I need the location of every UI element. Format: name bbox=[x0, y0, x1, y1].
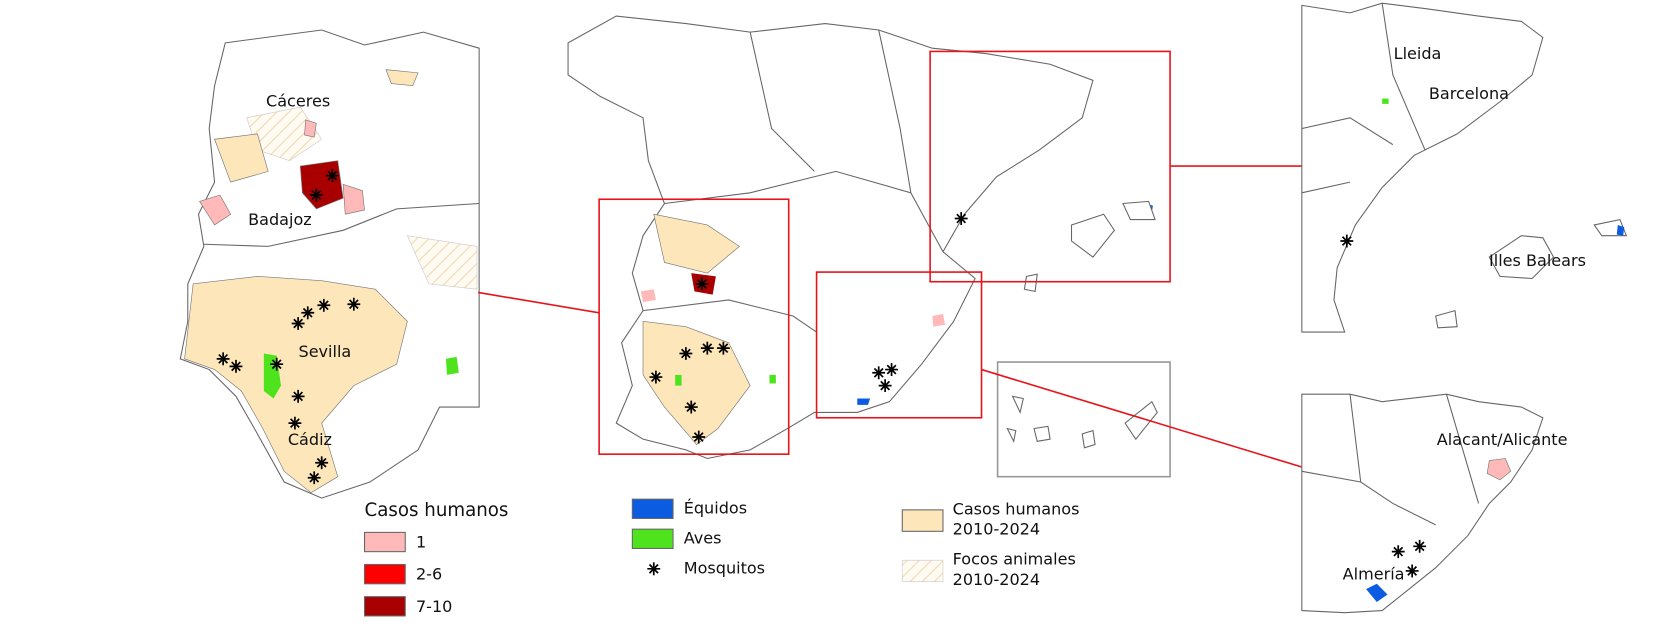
legend-swatch bbox=[901, 509, 944, 532]
province-label: Alacant/Alicante bbox=[1437, 430, 1568, 449]
legend-label: 1 bbox=[416, 533, 426, 552]
legend-label: Équidos bbox=[684, 498, 747, 517]
province-label: Sevilla bbox=[299, 342, 352, 361]
province-label: Illes Balears bbox=[1489, 251, 1586, 270]
inset-frame bbox=[598, 198, 790, 455]
province-label: Badajoz bbox=[248, 210, 312, 229]
left-inset: Cáceres Badajoz Sevilla Cádiz bbox=[179, 29, 480, 499]
spain-map bbox=[477, 15, 1303, 478]
province-label: Lleida bbox=[1394, 44, 1442, 63]
legend-label: Casos humanos bbox=[953, 499, 1080, 518]
legend: Casos humanos 1 2-6 7-10 Équidos Aves Mosquit… bbox=[363, 498, 1080, 617]
right-bottom-inset: Alacant/Alicante Almería bbox=[1301, 393, 1568, 614]
legend-swatch bbox=[631, 528, 674, 549]
right-top-inset: Lleida Barcelona Illes Balears bbox=[1301, 2, 1628, 333]
legend-swatch bbox=[363, 531, 406, 553]
legend-label: 2010-2024 bbox=[953, 520, 1040, 539]
province-label: Barcelona bbox=[1429, 84, 1509, 103]
legend-swatch bbox=[363, 563, 406, 585]
canarias-frame bbox=[996, 361, 1171, 478]
legend-swatch bbox=[901, 559, 944, 582]
province-label: Cáceres bbox=[266, 91, 330, 110]
legend-label: Mosquitos bbox=[684, 558, 765, 577]
legend-label: 7-10 bbox=[416, 597, 452, 616]
legend-label: Aves bbox=[684, 528, 722, 547]
legend-swatch bbox=[631, 498, 674, 519]
province-label: Cádiz bbox=[288, 430, 332, 449]
province-label: Almería bbox=[1343, 565, 1405, 584]
inset-frame bbox=[815, 271, 983, 419]
legend-title: Casos humanos bbox=[365, 500, 509, 521]
legend-swatch bbox=[363, 596, 406, 617]
legend-label: 2-6 bbox=[416, 565, 442, 584]
legend-label: 2010-2024 bbox=[953, 570, 1040, 589]
legend-label: Focos animales bbox=[953, 550, 1076, 569]
